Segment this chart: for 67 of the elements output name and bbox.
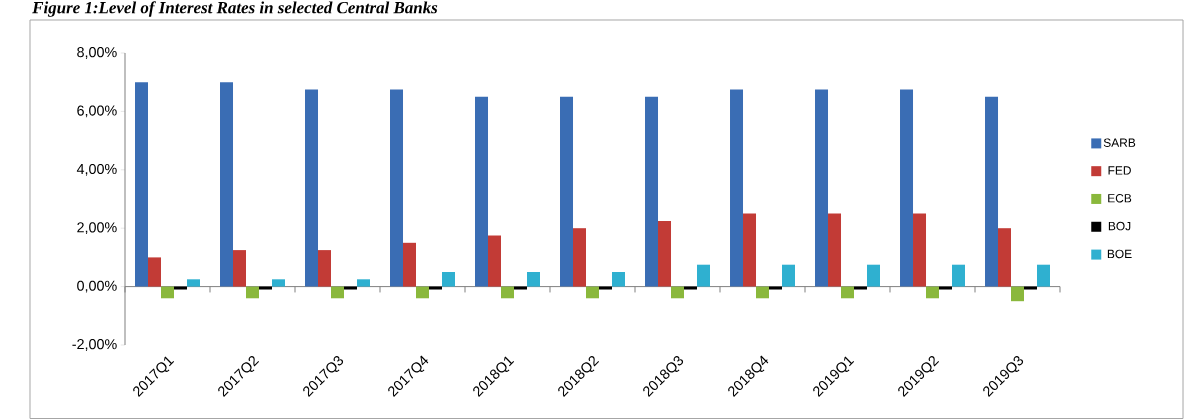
bar xyxy=(174,286,187,290)
bar xyxy=(926,286,940,299)
bar xyxy=(501,286,514,299)
bar xyxy=(815,89,829,287)
bar xyxy=(900,89,914,287)
bar xyxy=(684,286,698,290)
bar xyxy=(357,279,370,287)
bar xyxy=(514,286,527,290)
bar xyxy=(527,272,540,287)
bar xyxy=(952,264,966,287)
bar xyxy=(913,213,927,287)
bar xyxy=(344,286,357,290)
bar xyxy=(841,286,855,299)
bar xyxy=(599,286,613,290)
legend-label: ECB xyxy=(1108,194,1132,203)
y-tick-label: -2,00% xyxy=(72,339,117,351)
bar xyxy=(756,286,770,299)
bar xyxy=(161,286,174,299)
bar xyxy=(331,286,344,299)
bar xyxy=(148,257,161,287)
bar xyxy=(939,286,953,290)
bar xyxy=(769,286,783,290)
bar xyxy=(488,235,501,287)
bar xyxy=(403,242,416,287)
chart-title: Figure 1:Level of Interest Rates in selected Central Banks xyxy=(32,1,438,17)
bar xyxy=(854,286,868,290)
bar xyxy=(429,286,442,290)
bar xyxy=(259,286,272,290)
bar xyxy=(867,264,881,287)
bar xyxy=(586,286,600,299)
bar xyxy=(998,228,1012,287)
legend-label: BOJ xyxy=(1108,221,1131,231)
bar xyxy=(782,264,796,287)
bar xyxy=(318,250,331,287)
bar xyxy=(985,96,999,287)
bar xyxy=(442,272,455,287)
bar xyxy=(390,89,403,287)
bar xyxy=(305,89,318,287)
bar xyxy=(645,96,659,287)
bar xyxy=(246,286,259,299)
bar xyxy=(220,82,233,287)
bar xyxy=(658,220,672,287)
y-tick-label: 6,00% xyxy=(77,105,117,118)
legend-label: SARB xyxy=(1103,138,1136,147)
bar xyxy=(416,286,429,299)
bar xyxy=(187,279,200,287)
bar xyxy=(1024,286,1038,290)
bar xyxy=(730,89,744,287)
bar xyxy=(697,264,711,287)
y-tick-label: 0,00% xyxy=(77,280,117,293)
bar xyxy=(560,96,574,287)
y-tick-label: 8,00% xyxy=(77,47,117,59)
y-tick-label: 2,00% xyxy=(77,222,117,235)
bar xyxy=(573,228,587,287)
bar xyxy=(233,250,246,287)
y-tick-label: 4,00% xyxy=(76,163,117,176)
bar xyxy=(612,272,626,287)
bar xyxy=(475,96,488,287)
bar xyxy=(671,286,685,299)
bar xyxy=(1037,264,1051,287)
bar xyxy=(272,279,285,287)
bar xyxy=(1011,286,1025,302)
legend-label: BOE xyxy=(1107,249,1132,259)
bar xyxy=(828,213,842,287)
bar xyxy=(743,213,757,287)
legend-label: FED xyxy=(1108,166,1131,175)
bar xyxy=(135,82,148,287)
